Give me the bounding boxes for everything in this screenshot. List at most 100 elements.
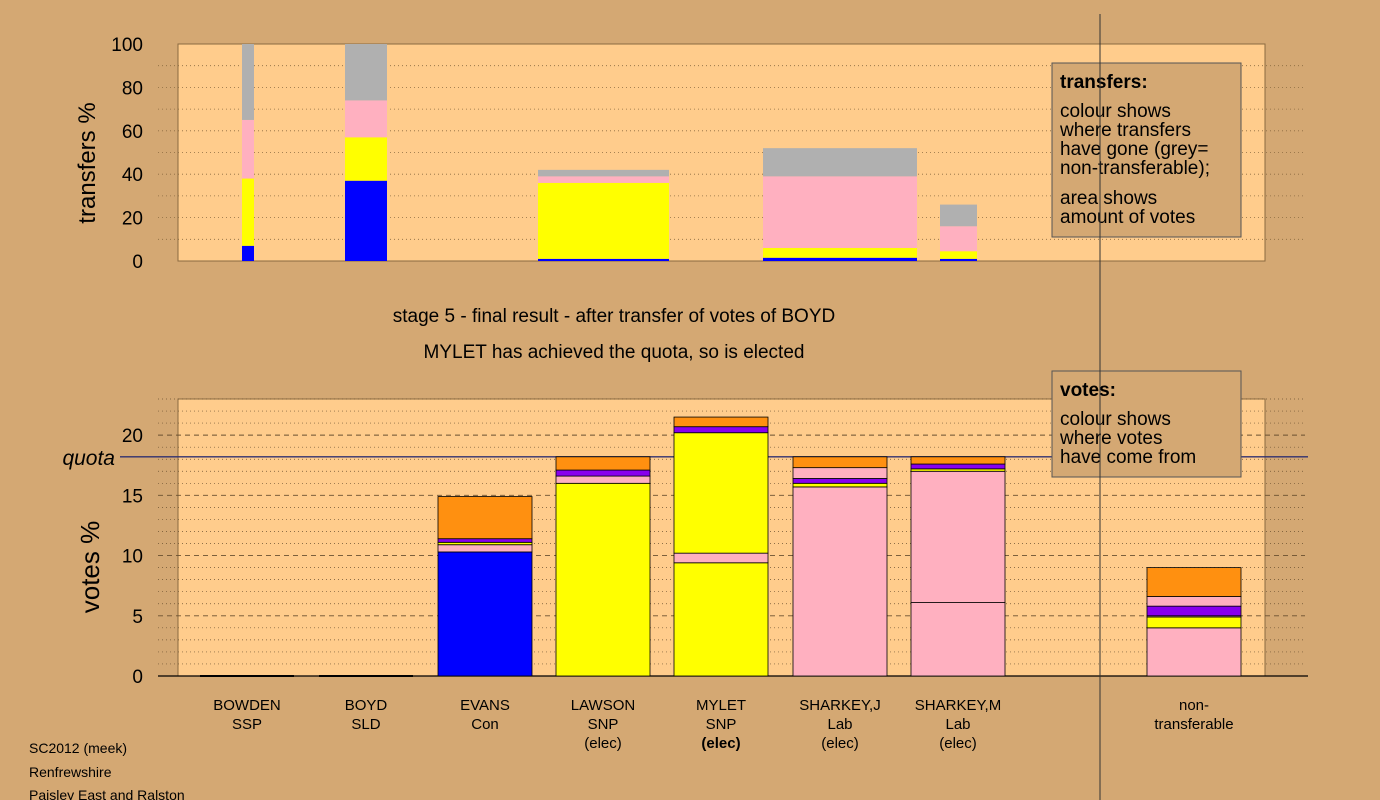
transfer-segment xyxy=(763,148,917,177)
vote-segment xyxy=(910,602,1006,677)
transfer-segment xyxy=(345,100,387,138)
vote-segment xyxy=(910,456,1006,465)
transfers-legend-line: area shows xyxy=(1060,188,1157,209)
stage-caption: stage 5 - final result - after transfer … xyxy=(393,306,835,327)
transfers-y-axis-label: transfers % xyxy=(74,102,101,223)
vote-segment xyxy=(673,416,769,428)
vote-segment xyxy=(673,562,769,677)
candidate-label: Con xyxy=(471,716,499,733)
y-tick-label: 0 xyxy=(132,252,143,273)
candidate-label: LAWSON xyxy=(571,697,635,714)
vote-segment xyxy=(555,456,651,471)
candidate-label: Lab xyxy=(827,716,852,733)
y-tick-label: 10 xyxy=(122,547,143,568)
transfers-legend: transfers: colour shows where transfers … xyxy=(1051,62,1242,238)
candidate-label: SSP xyxy=(232,716,262,733)
votes-legend: votes: colour shows where votes have com… xyxy=(1051,370,1242,478)
transfer-segment xyxy=(242,178,254,246)
transfers-bars xyxy=(242,44,977,261)
candidate-label: SLD xyxy=(351,716,380,733)
transfer-segment xyxy=(345,44,387,101)
transfer-segment xyxy=(763,176,917,248)
candidate-label: MYLET xyxy=(696,697,746,714)
vote-segment xyxy=(910,463,1006,470)
vote-segment xyxy=(1146,605,1242,617)
vote-segment xyxy=(555,475,651,484)
transfer-segment xyxy=(242,44,254,120)
vote-segment xyxy=(673,426,769,434)
transfer-segment xyxy=(242,245,254,261)
vote-segment xyxy=(437,544,533,553)
transfer-segment xyxy=(940,226,977,252)
votes-legend-line: where votes xyxy=(1059,428,1162,449)
transfer-segment xyxy=(242,119,254,179)
candidate-label: BOYD xyxy=(345,697,388,714)
y-tick-label: 80 xyxy=(122,78,143,99)
transfer-segment xyxy=(345,137,387,181)
votes-y-ticks: 0 5 10 15 20 xyxy=(122,426,143,688)
candidate-label: SHARKEY,J xyxy=(799,697,880,714)
vote-segment xyxy=(792,467,888,479)
votes-y-axis-label: votes % xyxy=(75,521,105,614)
vote-segment xyxy=(1146,596,1242,607)
transfer-segment xyxy=(940,258,977,261)
vote-segment xyxy=(555,469,651,477)
transfer-segment xyxy=(538,169,669,177)
candidate-label: Lab xyxy=(945,716,970,733)
vote-segment xyxy=(437,538,533,543)
votes-legend-line: have come from xyxy=(1060,447,1196,468)
transfers-legend-line: colour shows xyxy=(1060,101,1171,122)
votes-legend-title: votes: xyxy=(1060,380,1116,401)
votes-bars xyxy=(200,416,1242,677)
vote-segment xyxy=(673,552,769,564)
votes-x-labels: BOWDEN SSP BOYD SLD EVANS Con LAWSON SNP (elec) M… xyxy=(213,697,1233,752)
candidate-label: non- xyxy=(1179,697,1209,714)
y-tick-label: 5 xyxy=(132,607,143,628)
transfers-legend-line: non-transferable); xyxy=(1060,158,1210,179)
transfer-segment xyxy=(940,204,977,227)
vote-segment xyxy=(910,470,1006,603)
vote-segment xyxy=(673,432,769,554)
transfers-y-ticks: 0 20 40 60 80 100 xyxy=(111,35,143,273)
candidate-label: (elec) xyxy=(821,735,859,752)
candidate-label: SHARKEY,M xyxy=(915,697,1001,714)
candidate-label: (elec) xyxy=(939,735,977,752)
footer-council: Renfrewshire xyxy=(29,764,112,780)
transfer-segment xyxy=(940,251,977,259)
vote-segment xyxy=(792,478,888,484)
transfer-segment xyxy=(538,182,669,259)
vote-segment xyxy=(437,496,533,540)
vote-segment xyxy=(1146,616,1242,629)
votes-legend-box xyxy=(1051,370,1242,478)
y-tick-label: 60 xyxy=(122,122,143,143)
footer-method: SC2012 (meek) xyxy=(29,740,127,756)
status-caption: MYLET has achieved the quota, so is elec… xyxy=(424,342,805,363)
candidate-label: transferable xyxy=(1154,716,1233,733)
transfers-legend-box xyxy=(1051,62,1242,238)
votes-legend-line: colour shows xyxy=(1060,409,1171,430)
quota-label: quota xyxy=(62,447,115,470)
vote-segment xyxy=(555,482,651,677)
footer-ward: Paisley East and Ralston xyxy=(29,787,185,800)
transfer-segment xyxy=(538,176,669,183)
y-tick-label: 20 xyxy=(122,426,143,447)
y-tick-label: 40 xyxy=(122,165,143,186)
candidate-label: (elec) xyxy=(584,735,622,752)
vote-segment xyxy=(1146,567,1242,597)
candidate-label: EVANS xyxy=(460,697,510,714)
vote-segment xyxy=(792,482,888,488)
y-tick-label: 100 xyxy=(111,35,143,56)
transfers-legend-line: have gone (grey= xyxy=(1060,139,1208,160)
transfers-legend-line: amount of votes xyxy=(1060,207,1195,228)
y-tick-label: 15 xyxy=(122,486,143,507)
candidate-label: SNP xyxy=(706,716,737,733)
vote-segment xyxy=(1146,627,1242,677)
vote-segment xyxy=(792,456,888,469)
candidate-label: SNP xyxy=(588,716,619,733)
transfer-segment xyxy=(345,180,387,261)
transfers-legend-line: where transfers xyxy=(1059,120,1191,141)
vote-segment xyxy=(437,551,533,677)
transfer-segment xyxy=(763,247,917,258)
y-tick-label: 20 xyxy=(122,209,143,230)
